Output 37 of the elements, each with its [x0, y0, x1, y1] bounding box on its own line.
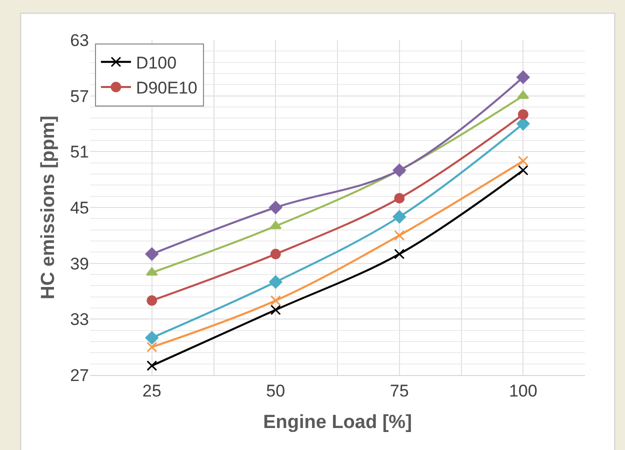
- point: [516, 117, 530, 130]
- point: [270, 304, 281, 316]
- y-tick-label: 51: [70, 142, 89, 162]
- y-tick-label: 27: [70, 366, 89, 385]
- y-tick-label: 57: [70, 86, 89, 106]
- point: [518, 109, 528, 120]
- x-tick-label: 100: [508, 381, 538, 400]
- point: [518, 165, 528, 176]
- point: [145, 247, 158, 261]
- legend-label: D100: [136, 54, 177, 73]
- y-tick-label: 63: [70, 30, 89, 50]
- point: [270, 248, 281, 260]
- point: [392, 210, 406, 224]
- point: [269, 275, 282, 289]
- point: [145, 331, 158, 344]
- legend-label: D90E10: [136, 78, 198, 98]
- x-tick-label: 75: [390, 381, 409, 400]
- point: [146, 360, 158, 371]
- point: [269, 200, 282, 214]
- point: [146, 267, 158, 276]
- point: [516, 70, 530, 84]
- y-tick-label: 45: [70, 198, 89, 218]
- point: [270, 295, 281, 306]
- point: [394, 230, 405, 241]
- x-axis-title: Engine Load [%]: [263, 412, 412, 434]
- y-tick-label: 33: [70, 310, 89, 330]
- point: [518, 156, 528, 166]
- x-tick-label: 25: [142, 381, 162, 400]
- x-tick-label: 50: [266, 381, 286, 400]
- point: [394, 248, 405, 260]
- point: [270, 220, 282, 230]
- y-axis-title: HC emissions [ppm]: [38, 116, 59, 300]
- point: [394, 192, 405, 204]
- point: [146, 342, 158, 352]
- y-tick-label: 39: [70, 254, 89, 274]
- point: [146, 295, 158, 306]
- point: [392, 164, 406, 177]
